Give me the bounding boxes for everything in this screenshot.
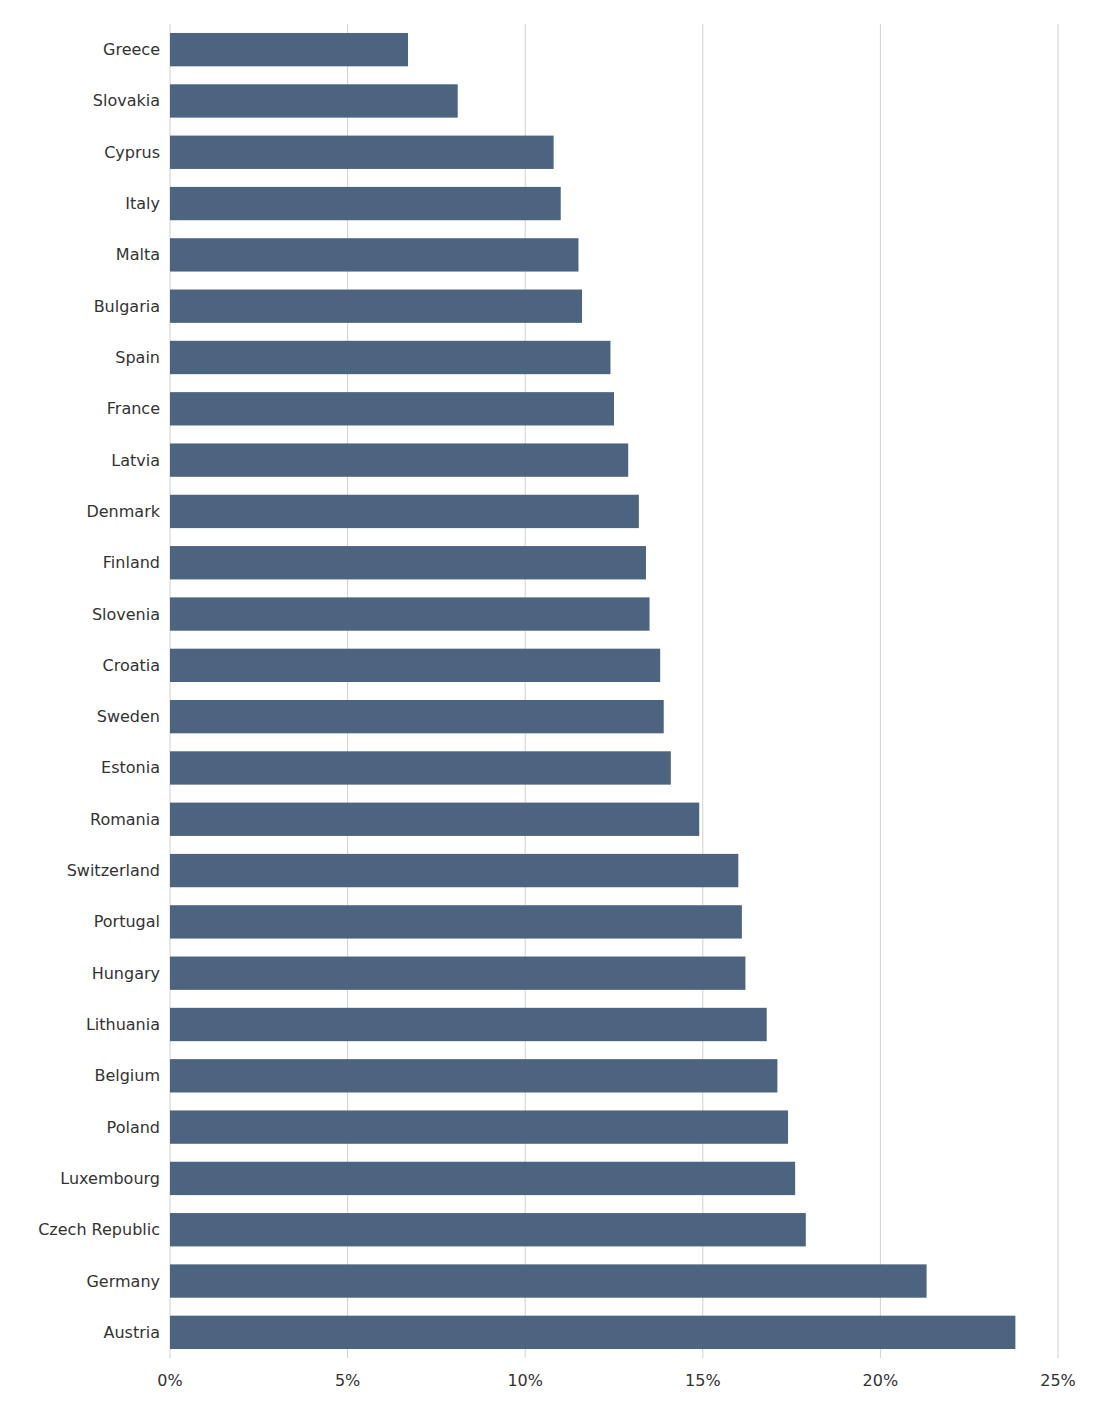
bar <box>170 238 578 271</box>
x-tick-label: 20% <box>863 1371 899 1390</box>
bar <box>170 803 699 836</box>
category-label: Greece <box>103 40 160 59</box>
bar <box>170 905 742 938</box>
bar <box>170 392 614 425</box>
category-label: Spain <box>115 348 160 367</box>
category-label: Italy <box>125 194 160 213</box>
bar <box>170 1059 777 1092</box>
bar <box>170 546 646 579</box>
category-label: Belgium <box>94 1066 160 1085</box>
bar <box>170 341 610 374</box>
bar <box>170 1316 1015 1349</box>
bar <box>170 443 628 476</box>
grid-line <box>525 24 526 1358</box>
bar <box>170 854 738 887</box>
chart-svg: 0% 5% 10% 15% 20% 25% Greece Slovakia Cyprus Ital… <box>0 0 1098 1414</box>
category-label: Estonia <box>101 758 160 777</box>
category-label: Hungary <box>92 964 160 983</box>
grid-line <box>1058 24 1059 1358</box>
bar <box>170 1213 806 1246</box>
bar <box>170 751 671 784</box>
category-label: Cyprus <box>104 143 160 162</box>
category-label: Croatia <box>102 656 160 675</box>
category-label: Slovakia <box>93 91 160 110</box>
x-tick-label: 0% <box>157 1371 182 1390</box>
bar <box>170 136 554 169</box>
bar <box>170 957 745 990</box>
category-label: Poland <box>107 1118 160 1137</box>
category-label: Lithuania <box>86 1015 160 1034</box>
bar <box>170 1008 767 1041</box>
grid <box>170 24 1058 1358</box>
category-label: Slovenia <box>92 605 160 624</box>
grid-line <box>347 24 348 1358</box>
bar <box>170 33 408 66</box>
grid-line <box>880 24 881 1358</box>
category-label: Latvia <box>111 451 160 470</box>
grid-line <box>170 24 171 1358</box>
bar <box>170 495 639 528</box>
category-label: Luxembourg <box>60 1169 160 1188</box>
category-label: Sweden <box>97 707 160 726</box>
bar <box>170 1110 788 1143</box>
category-label: Austria <box>103 1323 160 1342</box>
category-label: Malta <box>116 245 160 264</box>
category-label: Czech Republic <box>38 1220 160 1239</box>
bar <box>170 700 664 733</box>
bars <box>170 33 1015 1349</box>
x-tick-label: 25% <box>1040 1371 1076 1390</box>
category-label: Bulgaria <box>94 297 160 316</box>
bar <box>170 1162 795 1195</box>
category-label: France <box>107 399 160 418</box>
category-label: Portugal <box>94 912 160 931</box>
x-tick-label: 10% <box>507 1371 543 1390</box>
bar <box>170 84 458 117</box>
x-tick-labels: 0% 5% 10% 15% 20% 25% <box>157 1371 1075 1390</box>
y-tick-labels: Greece Slovakia Cyprus Italy Malta Bulgaria Sp… <box>38 40 161 1342</box>
grid-line <box>702 24 703 1358</box>
category-label: Switzerland <box>67 861 160 880</box>
bar <box>170 649 660 682</box>
category-label: Germany <box>86 1272 160 1291</box>
category-label: Romania <box>90 810 160 829</box>
bar <box>170 290 582 323</box>
x-tick-label: 5% <box>335 1371 360 1390</box>
category-label: Finland <box>103 553 160 572</box>
category-label: Denmark <box>86 502 160 521</box>
bar <box>170 187 561 220</box>
bar <box>170 597 650 630</box>
x-tick-label: 15% <box>685 1371 721 1390</box>
bar <box>170 1264 927 1297</box>
chart-container: 0% 5% 10% 15% 20% 25% Greece Slovakia Cyprus Ital… <box>0 0 1098 1414</box>
